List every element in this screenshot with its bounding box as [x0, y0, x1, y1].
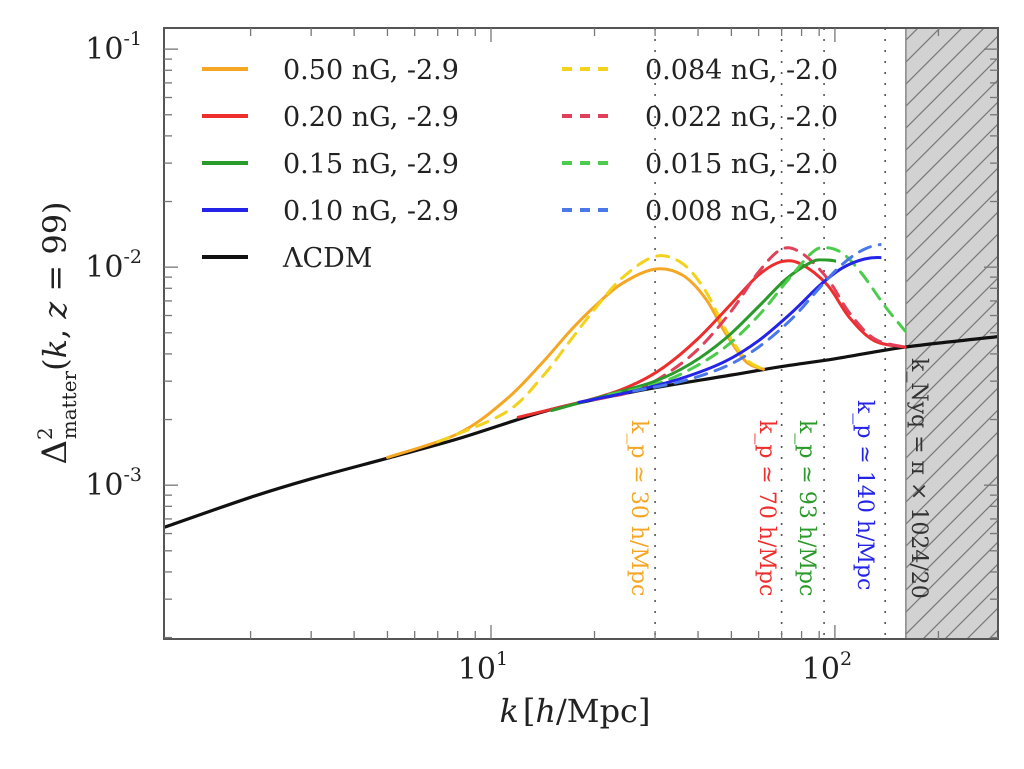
- series-line-0-022-ng-2-0: [593, 246, 907, 402]
- peak-annotation-0: k_p ≃ 30 h/Mpc: [626, 420, 651, 596]
- legend-item-2: 0.15 nG, -2.9: [202, 149, 459, 180]
- legend-label: 0.015 nG, -2.0: [645, 149, 838, 180]
- legend-item-0: 0.50 nG, -2.9: [202, 55, 459, 86]
- legend-item-1: 0.20 nG, -2.9: [202, 102, 459, 133]
- peak-annotation-2: k_p ≃ 93 h/Mpc: [794, 420, 819, 596]
- legend-item-8: 0.008 nG, -2.0: [562, 196, 838, 227]
- nyquist-hatched-rect: [905, 28, 998, 639]
- y-tick-label-2: 10-3: [85, 464, 142, 503]
- legend-item-7: 0.015 nG, -2.0: [562, 149, 838, 180]
- annotations: k_p ≃ 30 h/Mpc k_p ≃ 70 h/Mpc k_p ≃ 93 h/M…: [626, 358, 931, 599]
- legend-item-5: 0.084 nG, -2.0: [562, 55, 838, 86]
- x-tick-label-0: 101: [458, 648, 508, 687]
- series-line-0-084-ng-2-0: [436, 254, 765, 444]
- axes-frame: [163, 27, 999, 640]
- nyquist-shaded-region: [905, 28, 998, 639]
- x-tick-label-1: 102: [802, 648, 852, 687]
- axis-ticks: 101 102 10-1 10-2 10-3: [85, 28, 998, 687]
- legend-item-3: 0.10 nG, -2.9: [202, 196, 459, 227]
- series-line-0-20-ng-2-9: [516, 259, 907, 419]
- legend-label: 0.50 nG, -2.9: [283, 55, 459, 86]
- series-line-0-015-ng-2-0: [607, 246, 907, 397]
- legend-item-4: ΛCDM: [202, 243, 372, 274]
- plot-frame: [163, 27, 999, 640]
- legend-label: 0.20 nG, -2.9: [283, 102, 459, 133]
- y-tick-label-1: 10-2: [85, 246, 142, 285]
- legend-label: 0.10 nG, -2.9: [283, 196, 459, 227]
- peak-annotation-3: k_p ≃ 140 h/Mpc: [852, 400, 877, 590]
- series-line-0-50-ng-2-9: [386, 267, 765, 459]
- legend: 0.50 nG, -2.9 0.20 nG, -2.9 0.15 nG, -2.9 0…: [202, 55, 838, 274]
- y-tick-label-0: 10-1: [85, 28, 142, 67]
- legend-label: 0.084 nG, -2.0: [645, 55, 838, 86]
- y-axis-title: Δ2matter(k, z = 99): [33, 201, 81, 464]
- svg-text:Δ2matter(k, z = 99): Δ2matter(k, z = 99): [33, 201, 81, 464]
- legend-label: 0.022 nG, -2.0: [645, 102, 838, 133]
- legend-label: 0.008 nG, -2.0: [645, 196, 838, 227]
- nyquist-annotation: k_Nyq = π × 1024/20: [906, 358, 931, 599]
- legend-label: ΛCDM: [282, 243, 372, 274]
- legend-label: 0.15 nG, -2.9: [283, 149, 459, 180]
- x-axis-title: k [h/Mpc]: [500, 692, 651, 730]
- legend-item-6: 0.022 nG, -2.0: [562, 102, 838, 133]
- peak-annotation-1: k_p ≃ 70 h/Mpc: [754, 420, 779, 596]
